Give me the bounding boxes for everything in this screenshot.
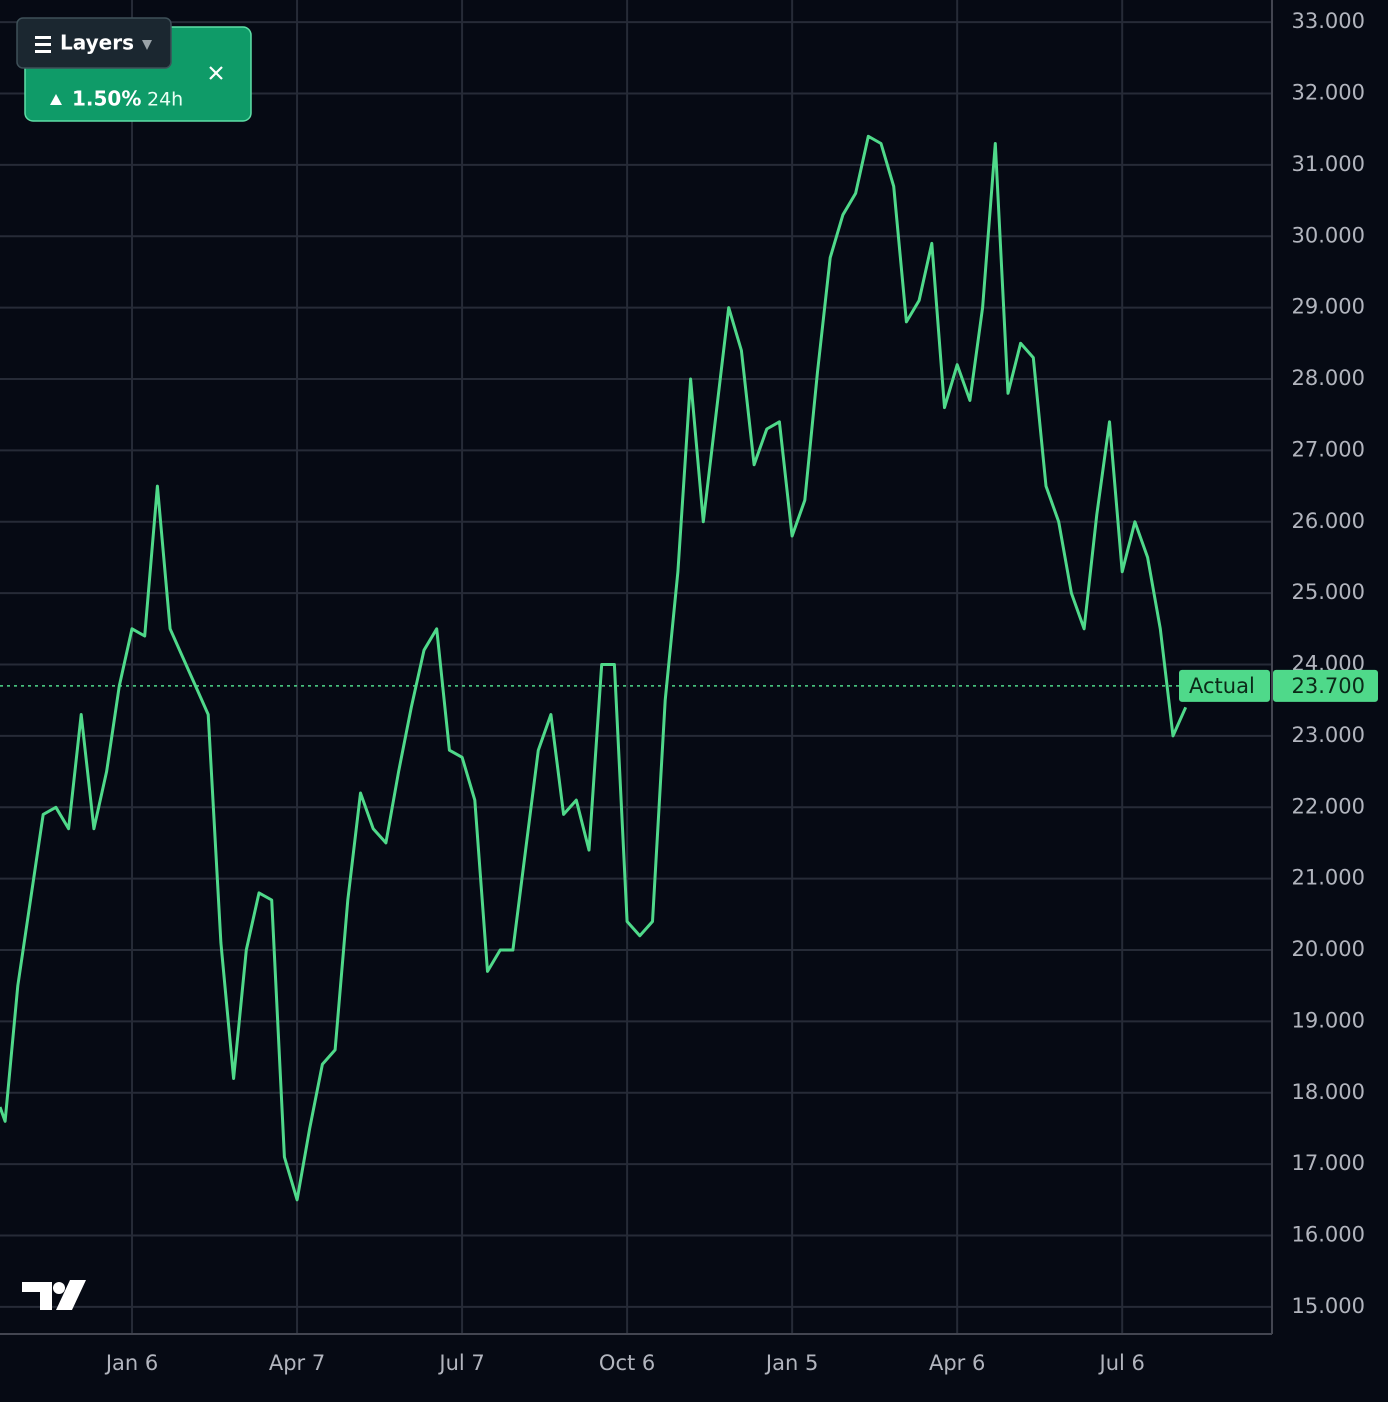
- period: 24h: [147, 89, 183, 111]
- y-tick-label: 16.000: [1292, 1223, 1365, 1247]
- x-tick-label: Apr 7: [269, 1351, 325, 1375]
- series-tag: Actual: [1189, 674, 1255, 698]
- last-value-box: [1273, 669, 1378, 702]
- y-tick-label: 20.000: [1292, 937, 1365, 961]
- y-tick-label: 17.000: [1292, 1151, 1365, 1175]
- x-tick-label: Jan 5: [764, 1351, 818, 1375]
- y-tick-label: 19.000: [1292, 1008, 1365, 1032]
- y-tick-label: 29.000: [1292, 295, 1365, 319]
- y-tick-label: 22.000: [1292, 794, 1365, 818]
- grid: [0, 0, 1272, 1334]
- x-tick-label: Jul 7: [437, 1351, 484, 1375]
- y-tick-label: 15.000: [1292, 1294, 1365, 1318]
- layers-button[interactable]: Layers: [16, 17, 172, 69]
- y-tick-label: 25.000: [1292, 580, 1365, 604]
- x-tick-label: Oct 6: [599, 1351, 655, 1375]
- x-tick-label: Apr 6: [929, 1351, 985, 1375]
- y-tick-label: 32.000: [1292, 81, 1365, 105]
- y-tick-label: 28.000: [1292, 366, 1365, 390]
- logo: [22, 1280, 86, 1310]
- layers-label: Layers: [60, 31, 134, 55]
- price-widget: 1.50% 24h Layers: [16, 17, 252, 122]
- y-tick-label: 23.000: [1292, 723, 1365, 747]
- change: 1.50%: [72, 87, 141, 111]
- plot: [0, 134, 1272, 1202]
- y-tick-label: 27.000: [1292, 437, 1365, 461]
- last-value-label: 23.700: [1292, 674, 1365, 698]
- y-tick-label: 18.000: [1292, 1080, 1365, 1104]
- x-tick-label: Jul 6: [1098, 1351, 1145, 1375]
- series-tag-box: [1179, 669, 1270, 702]
- y-tick-label: 21.000: [1292, 866, 1365, 890]
- up-arrow: [50, 94, 62, 105]
- line-series: [0, 134, 1188, 1202]
- close-button[interactable]: [209, 66, 223, 80]
- x-tick-label: Jan 6: [104, 1351, 158, 1375]
- y-tick-label: 30.000: [1292, 223, 1365, 247]
- y-tick-label: 31.000: [1292, 152, 1365, 176]
- y-tick-label: 26.000: [1292, 509, 1365, 533]
- axes: 15.000 16.000 17.000 18.000 19.000 20.000 21.0…: [104, 9, 1378, 1375]
- y-tick-label: 33.000: [1292, 9, 1365, 33]
